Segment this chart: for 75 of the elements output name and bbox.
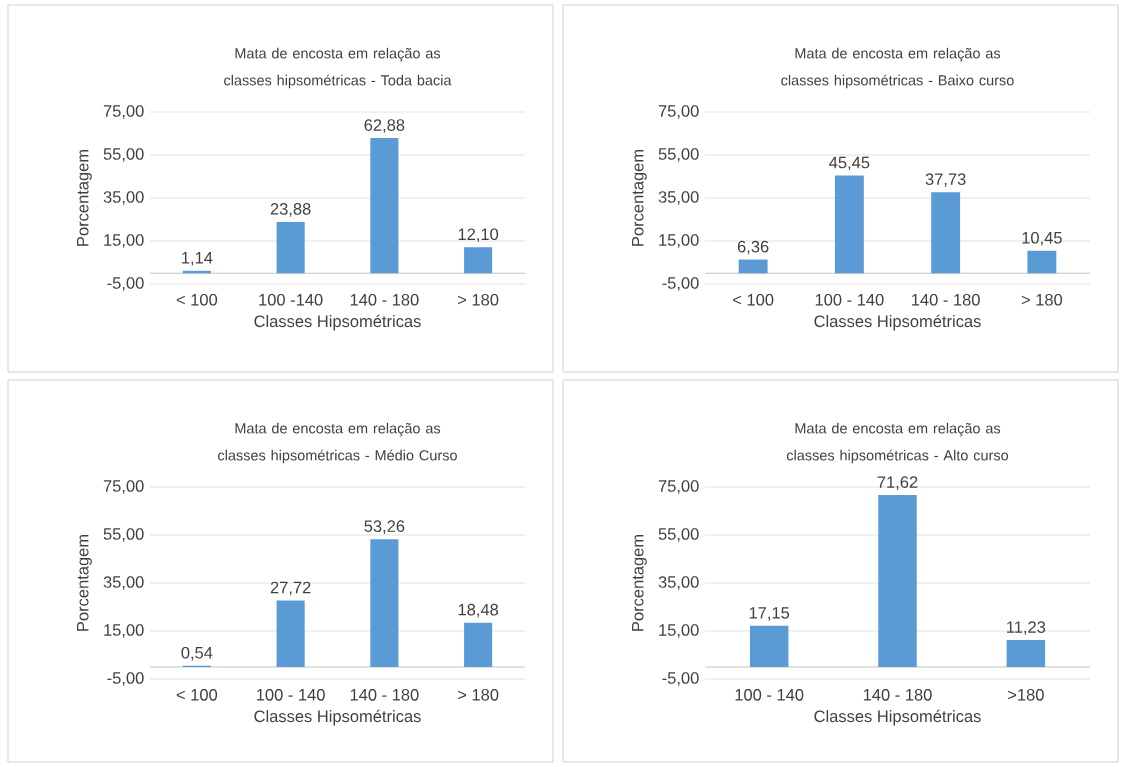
bar bbox=[464, 247, 493, 274]
x-axis-title: Classes Hipsométricas bbox=[254, 709, 421, 726]
x-tick-label: 140 - 180 bbox=[912, 293, 980, 306]
data-label: 1,14 bbox=[182, 252, 213, 266]
y-tick-label: 75,00 bbox=[103, 480, 144, 494]
bar bbox=[370, 539, 399, 667]
y-tick-label: 15,00 bbox=[104, 234, 144, 248]
y-tick-label: 15,00 bbox=[659, 234, 699, 248]
y-tick-label: 55,00 bbox=[658, 148, 699, 162]
data-label: 18,48 bbox=[458, 603, 499, 618]
data-label: 17,15 bbox=[749, 607, 790, 621]
x-axis-title: Classes Hipsométricas bbox=[814, 709, 981, 726]
bar bbox=[878, 495, 917, 667]
y-tick-label: 15,00 bbox=[104, 624, 144, 638]
bar bbox=[276, 600, 305, 667]
chart-title: Mata de encosta em relação as classes hipsométricas - Toda bacia bbox=[224, 47, 452, 89]
data-label: 23,88 bbox=[270, 203, 311, 217]
y-tick-label: 75,00 bbox=[658, 105, 699, 119]
x-tick-label: 100 - 140 bbox=[257, 688, 325, 701]
y-tick-label: -5,00 bbox=[107, 277, 144, 291]
x-tick-label: 100 - 140 bbox=[735, 688, 804, 701]
data-label: 45,45 bbox=[829, 156, 870, 171]
x-axis-title: Classes Hipsométricas bbox=[814, 314, 981, 331]
y-tick-label: 35,00 bbox=[103, 576, 144, 590]
data-label: 27,72 bbox=[270, 581, 311, 596]
bar bbox=[1006, 640, 1046, 667]
data-label: 11,23 bbox=[1007, 621, 1046, 635]
x-tick-label: < 100 bbox=[176, 688, 218, 701]
data-label: 10,45 bbox=[1022, 231, 1062, 246]
y-axis-title: Porcentagem bbox=[632, 150, 647, 246]
y-tick-label: 35,00 bbox=[658, 191, 699, 205]
x-tick-label: 140 - 180 bbox=[350, 293, 419, 306]
x-tick-label: 100 - 140 bbox=[815, 293, 884, 306]
x-axis-title: Classes Hipsométricas bbox=[254, 314, 421, 331]
y-axis-title: Porcentagem bbox=[632, 535, 647, 631]
y-tick-label: 75,00 bbox=[103, 105, 144, 119]
x-tick-label: < 100 bbox=[176, 293, 218, 306]
bar bbox=[276, 221, 305, 274]
y-tick-label: 15,00 bbox=[659, 624, 699, 638]
y-tick-label: -5,00 bbox=[662, 672, 699, 686]
x-tick-label: 100 -140 bbox=[259, 293, 323, 306]
data-label: 6,36 bbox=[737, 240, 769, 255]
y-tick-label: 55,00 bbox=[658, 528, 699, 542]
chart-title: Mata de encosta em relação as classes hipsométricas - Baixo curso bbox=[781, 47, 1014, 89]
y-tick-label: 75,00 bbox=[658, 480, 699, 494]
x-tick-label: < 100 bbox=[733, 293, 774, 306]
x-tick-label: 140 - 180 bbox=[350, 688, 419, 701]
bar bbox=[749, 625, 789, 667]
y-axis-title: Porcentagem bbox=[77, 535, 92, 631]
bar bbox=[1027, 250, 1057, 274]
x-tick-label: > 180 bbox=[458, 293, 499, 306]
data-label: 62,88 bbox=[364, 119, 405, 133]
bar bbox=[370, 138, 399, 274]
y-tick-label: 55,00 bbox=[103, 148, 144, 162]
chart-title: Mata de encosta em relação as classes hipsométricas - Médio Curso bbox=[218, 422, 457, 464]
bar bbox=[931, 192, 961, 274]
y-tick-label: 35,00 bbox=[658, 576, 699, 590]
data-label: 12,10 bbox=[458, 228, 499, 243]
y-tick-label: 55,00 bbox=[103, 528, 144, 542]
data-label: 71,62 bbox=[877, 476, 918, 490]
data-label: 53,26 bbox=[364, 520, 405, 534]
chart-title: Mata de encosta em relação as classes hipsométricas - Alto curso bbox=[786, 422, 1009, 464]
y-tick-label: -5,00 bbox=[107, 672, 144, 686]
y-tick-label: -5,00 bbox=[662, 277, 699, 291]
x-tick-label: >180 bbox=[1008, 688, 1044, 701]
data-label: 0,54 bbox=[181, 646, 213, 661]
data-label: 37,73 bbox=[925, 173, 966, 187]
bar bbox=[834, 175, 864, 274]
y-axis-title: Porcentagem bbox=[77, 150, 92, 246]
x-tick-label: > 180 bbox=[458, 688, 499, 701]
bar bbox=[738, 259, 768, 274]
bar bbox=[464, 622, 493, 667]
x-tick-label: 140 - 180 bbox=[863, 688, 932, 701]
y-tick-label: 35,00 bbox=[103, 191, 144, 205]
x-tick-label: > 180 bbox=[1021, 293, 1063, 306]
